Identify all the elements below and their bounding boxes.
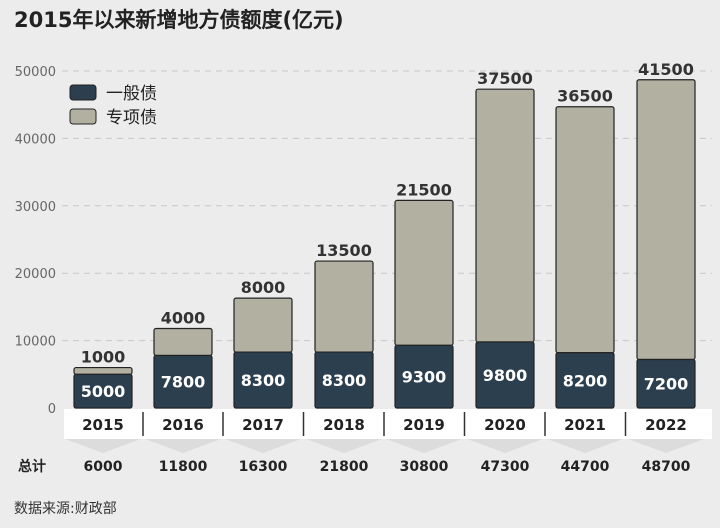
x-tick-label: 2019 [403,416,445,434]
total-value: 6000 [84,459,123,475]
bar-label-special: 13500 [316,241,372,260]
bar-label-special: 21500 [396,180,452,199]
bar-label-general: 8200 [563,371,608,390]
bar-general-2020 [475,341,535,409]
total-value: 30800 [400,459,449,475]
x-tick-label: 2020 [484,416,526,434]
bar-label-general: 9300 [402,368,447,387]
axis-pointer [467,439,543,453]
bar-general-2022 [636,358,696,409]
bar-label-special: 36500 [557,87,613,106]
axis-pointer [386,439,462,453]
bar-general-2016 [153,354,213,409]
bar-label-general: 5000 [81,382,126,401]
total-value: 16300 [239,459,288,475]
bar-general-2017 [233,351,293,409]
x-tick-label: 2015 [82,416,124,434]
totals-row: 总计 6000 11800 16300 21800 30800 47300 44700 487… [18,458,691,475]
bar-general-2021 [555,352,615,409]
bar-general-2015 [73,373,133,409]
bar-label-general: 8300 [241,371,286,390]
bar-label-special: 4000 [161,308,206,327]
y-tick-label: 0 [48,402,56,417]
axis-band [64,409,712,439]
bar-label-general: 7800 [161,373,206,392]
total-value: 48700 [642,459,691,475]
bar-general-2019 [394,344,454,409]
axis-pointer [225,439,301,453]
y-tick-label: 10000 [15,335,56,350]
bars: 5000 1000 7800 4000 8300 8000 8300 13500 9300 215… [73,60,696,409]
totals-label: 总计 [18,458,46,475]
bar-special-2016 [153,327,213,357]
total-value: 47300 [481,459,530,475]
total-value: 44700 [561,459,610,475]
source-note: 数据来源:财政部 [14,501,117,517]
y-tick-label: 50000 [15,65,56,80]
x-tick-label: 2022 [645,416,687,434]
legend-swatch-general [69,84,97,101]
y-tick-label: 40000 [15,132,56,147]
legend: 一般债 专项债 [69,84,157,128]
axis-pointer [145,439,221,453]
total-value: 11800 [159,459,208,475]
axis-pointer [65,439,141,453]
bar-special-2017 [233,297,293,353]
y-tick-label: 30000 [15,200,56,215]
bar-special-2019 [394,199,454,346]
x-tick-label: 2017 [242,416,284,434]
bar-special-2018 [314,260,374,353]
bar-label-general: 8300 [322,371,367,390]
bar-special-2021 [555,106,615,354]
axis-pointer [306,439,382,453]
x-tick-label: 2016 [162,416,204,434]
bar-special-2015 [73,366,133,375]
legend-label-special: 专项债 [106,108,157,128]
x-tick-label: 2018 [323,416,365,434]
x-axis: 2015 2016 2017 2018 2019 2020 2021 2022 [64,409,712,453]
legend-swatch-special [69,108,97,125]
legend-label-general: 一般债 [106,84,157,104]
axis-pointer [628,439,704,453]
bar-special-2022 [636,79,696,361]
total-value: 21800 [320,459,369,475]
bar-label-special: 41500 [638,60,694,79]
bar-label-special: 37500 [477,69,533,88]
bar-general-2018 [314,351,374,409]
bar-special-2020 [475,88,535,343]
x-tick-label: 2021 [564,416,606,434]
bar-label-general: 7200 [644,375,689,394]
bar-label-general: 9800 [483,366,528,385]
bar-label-special: 8000 [241,278,286,297]
chart-title: 2015年以来新增地方债额度(亿元) [14,8,344,32]
bar-label-special: 1000 [81,348,126,367]
axis-pointer [547,439,623,453]
y-axis: 0 10000 20000 30000 40000 50000 [15,65,56,417]
y-tick-label: 20000 [15,267,56,282]
